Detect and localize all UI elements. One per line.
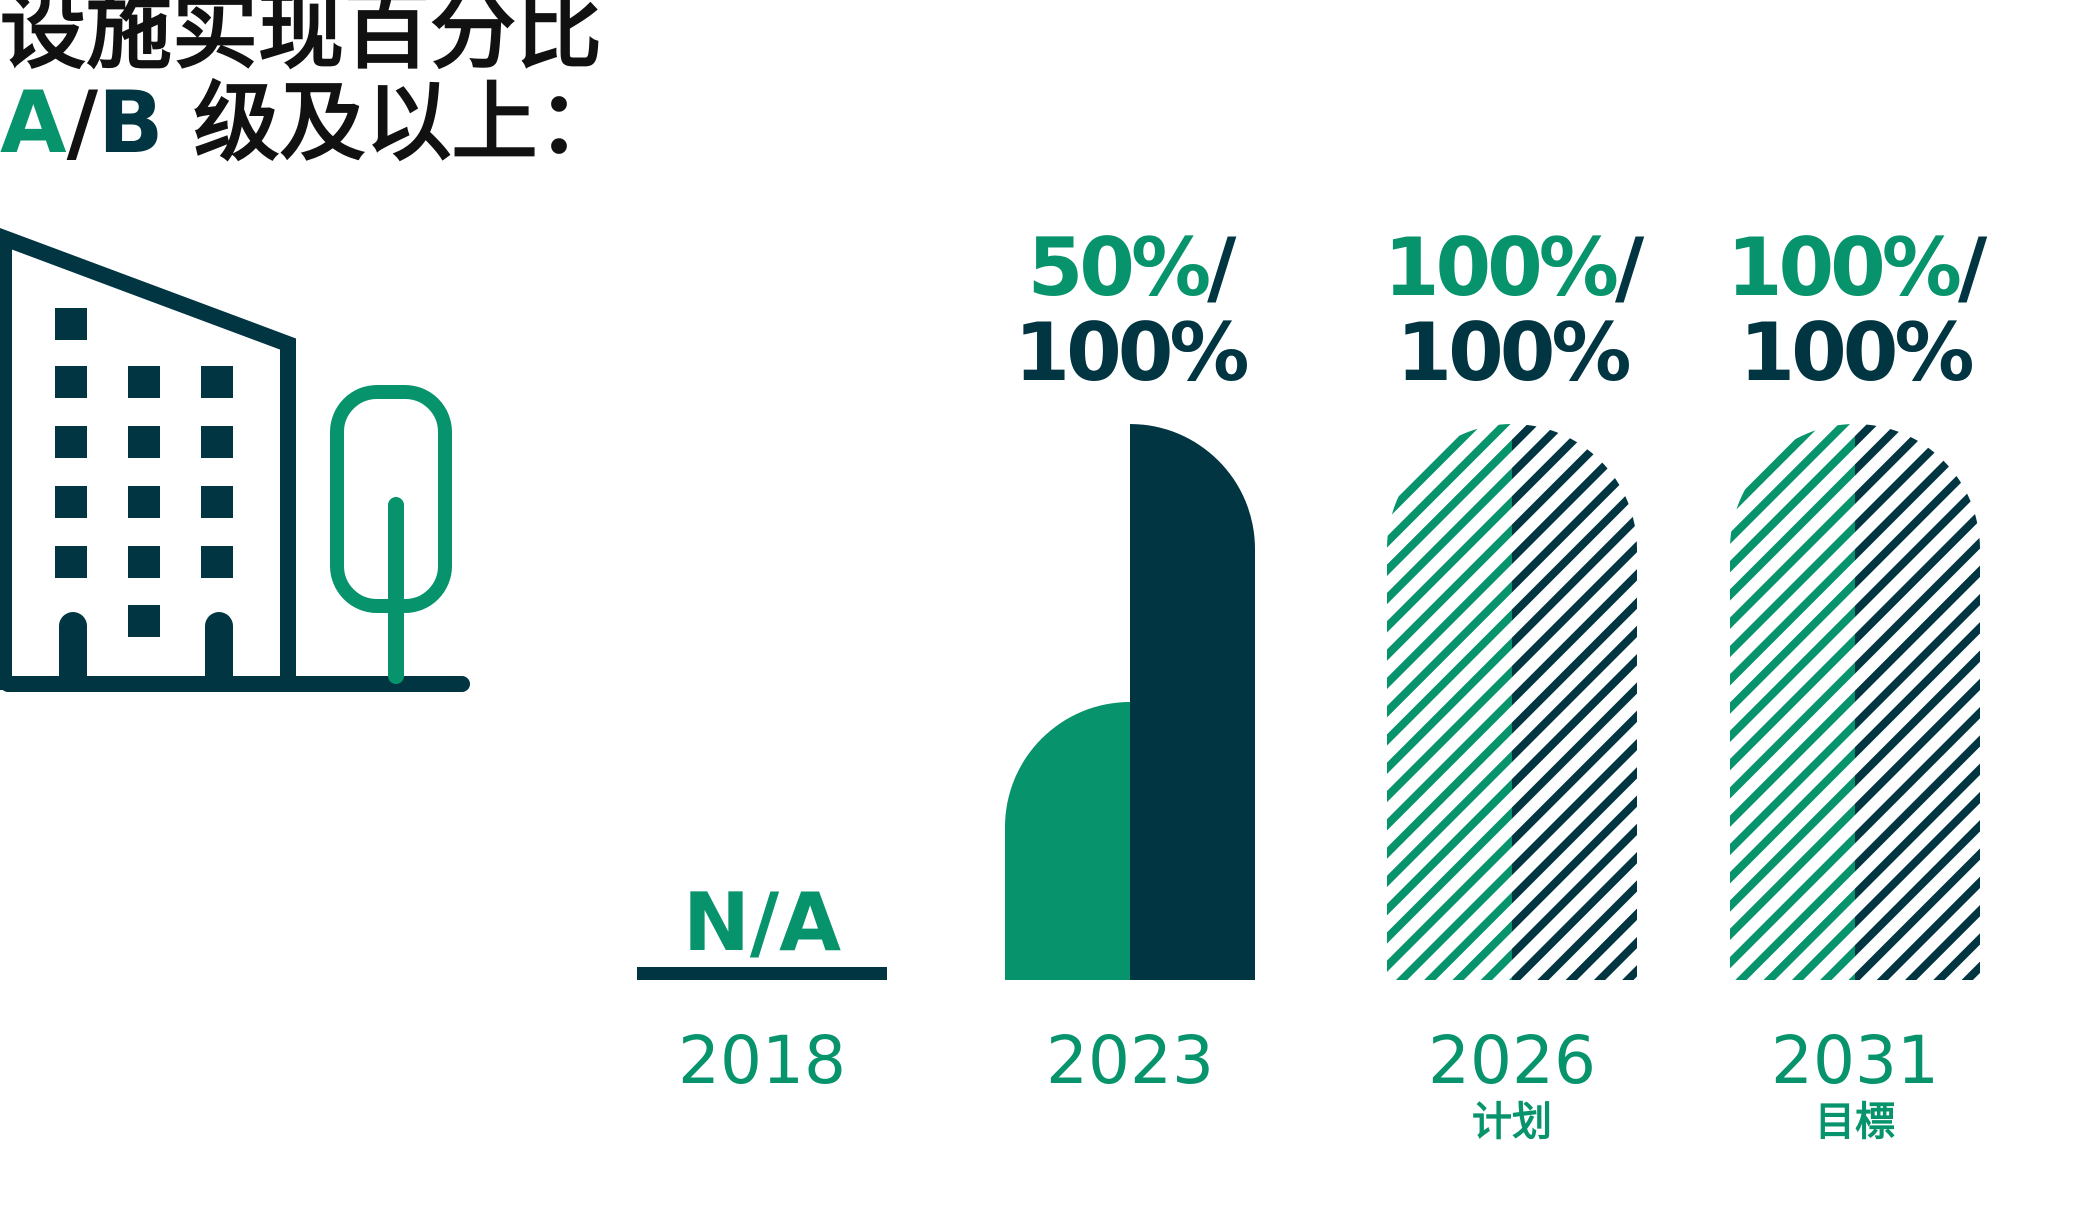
bar-b-2031: [1855, 424, 1980, 980]
bar-a-2023: [1005, 702, 1130, 980]
value-label-b-2026: 100%: [1396, 306, 1629, 399]
value-label-a-2026: 100%/: [1384, 221, 1645, 314]
tick-sublabel-2026: 计划: [1472, 1099, 1552, 1145]
value-a-text: 50%: [1028, 221, 1209, 314]
tick-label-2031: 2031: [1771, 1022, 1939, 1099]
tick-sublabel-2031: 目標: [1815, 1099, 1895, 1145]
grade-a-label: A: [0, 73, 67, 173]
value-label-b-2023: 100%: [1014, 306, 1247, 399]
tick-label-2023: 2023: [1046, 1022, 1214, 1099]
value-a-text: 100%: [1384, 221, 1617, 314]
bar-a-2031: [1730, 424, 1855, 980]
grade-b-label: B: [97, 73, 164, 173]
tree-icon: [330, 385, 452, 684]
value-label-b-2031: 100%: [1739, 306, 1972, 399]
chart-title-line-2: A/B 级及以上：: [0, 80, 624, 166]
tick-label-2026: 2026: [1428, 1022, 1596, 1099]
bar-a-2026: [1387, 424, 1512, 980]
value-separator: /: [1615, 221, 1645, 314]
bars-layer: N/A201850%/100%2023100%/100%2026计划100%/1…: [637, 221, 1992, 1145]
bar-b-2026: [1512, 424, 1637, 980]
chart-title-line-1: 设施实现百分比: [0, 0, 602, 74]
building-icon: [0, 227, 470, 692]
value-separator: /: [1958, 221, 1988, 314]
title-text: 设施实现百分比: [0, 0, 602, 81]
value-a-text: 100%: [1727, 221, 1960, 314]
title-slash: /: [66, 73, 98, 173]
bar-b-2023: [1130, 424, 1255, 980]
bar-baseline-2018: [637, 967, 887, 980]
value-separator: /: [1207, 221, 1237, 314]
value-label-a-2023: 50%/: [1028, 221, 1237, 314]
title-suffix: 级及以上：: [163, 73, 624, 173]
value-label-a-2018: N/A: [683, 876, 841, 969]
value-label-a-2031: 100%/: [1727, 221, 1988, 314]
tick-label-2018: 2018: [678, 1022, 846, 1099]
